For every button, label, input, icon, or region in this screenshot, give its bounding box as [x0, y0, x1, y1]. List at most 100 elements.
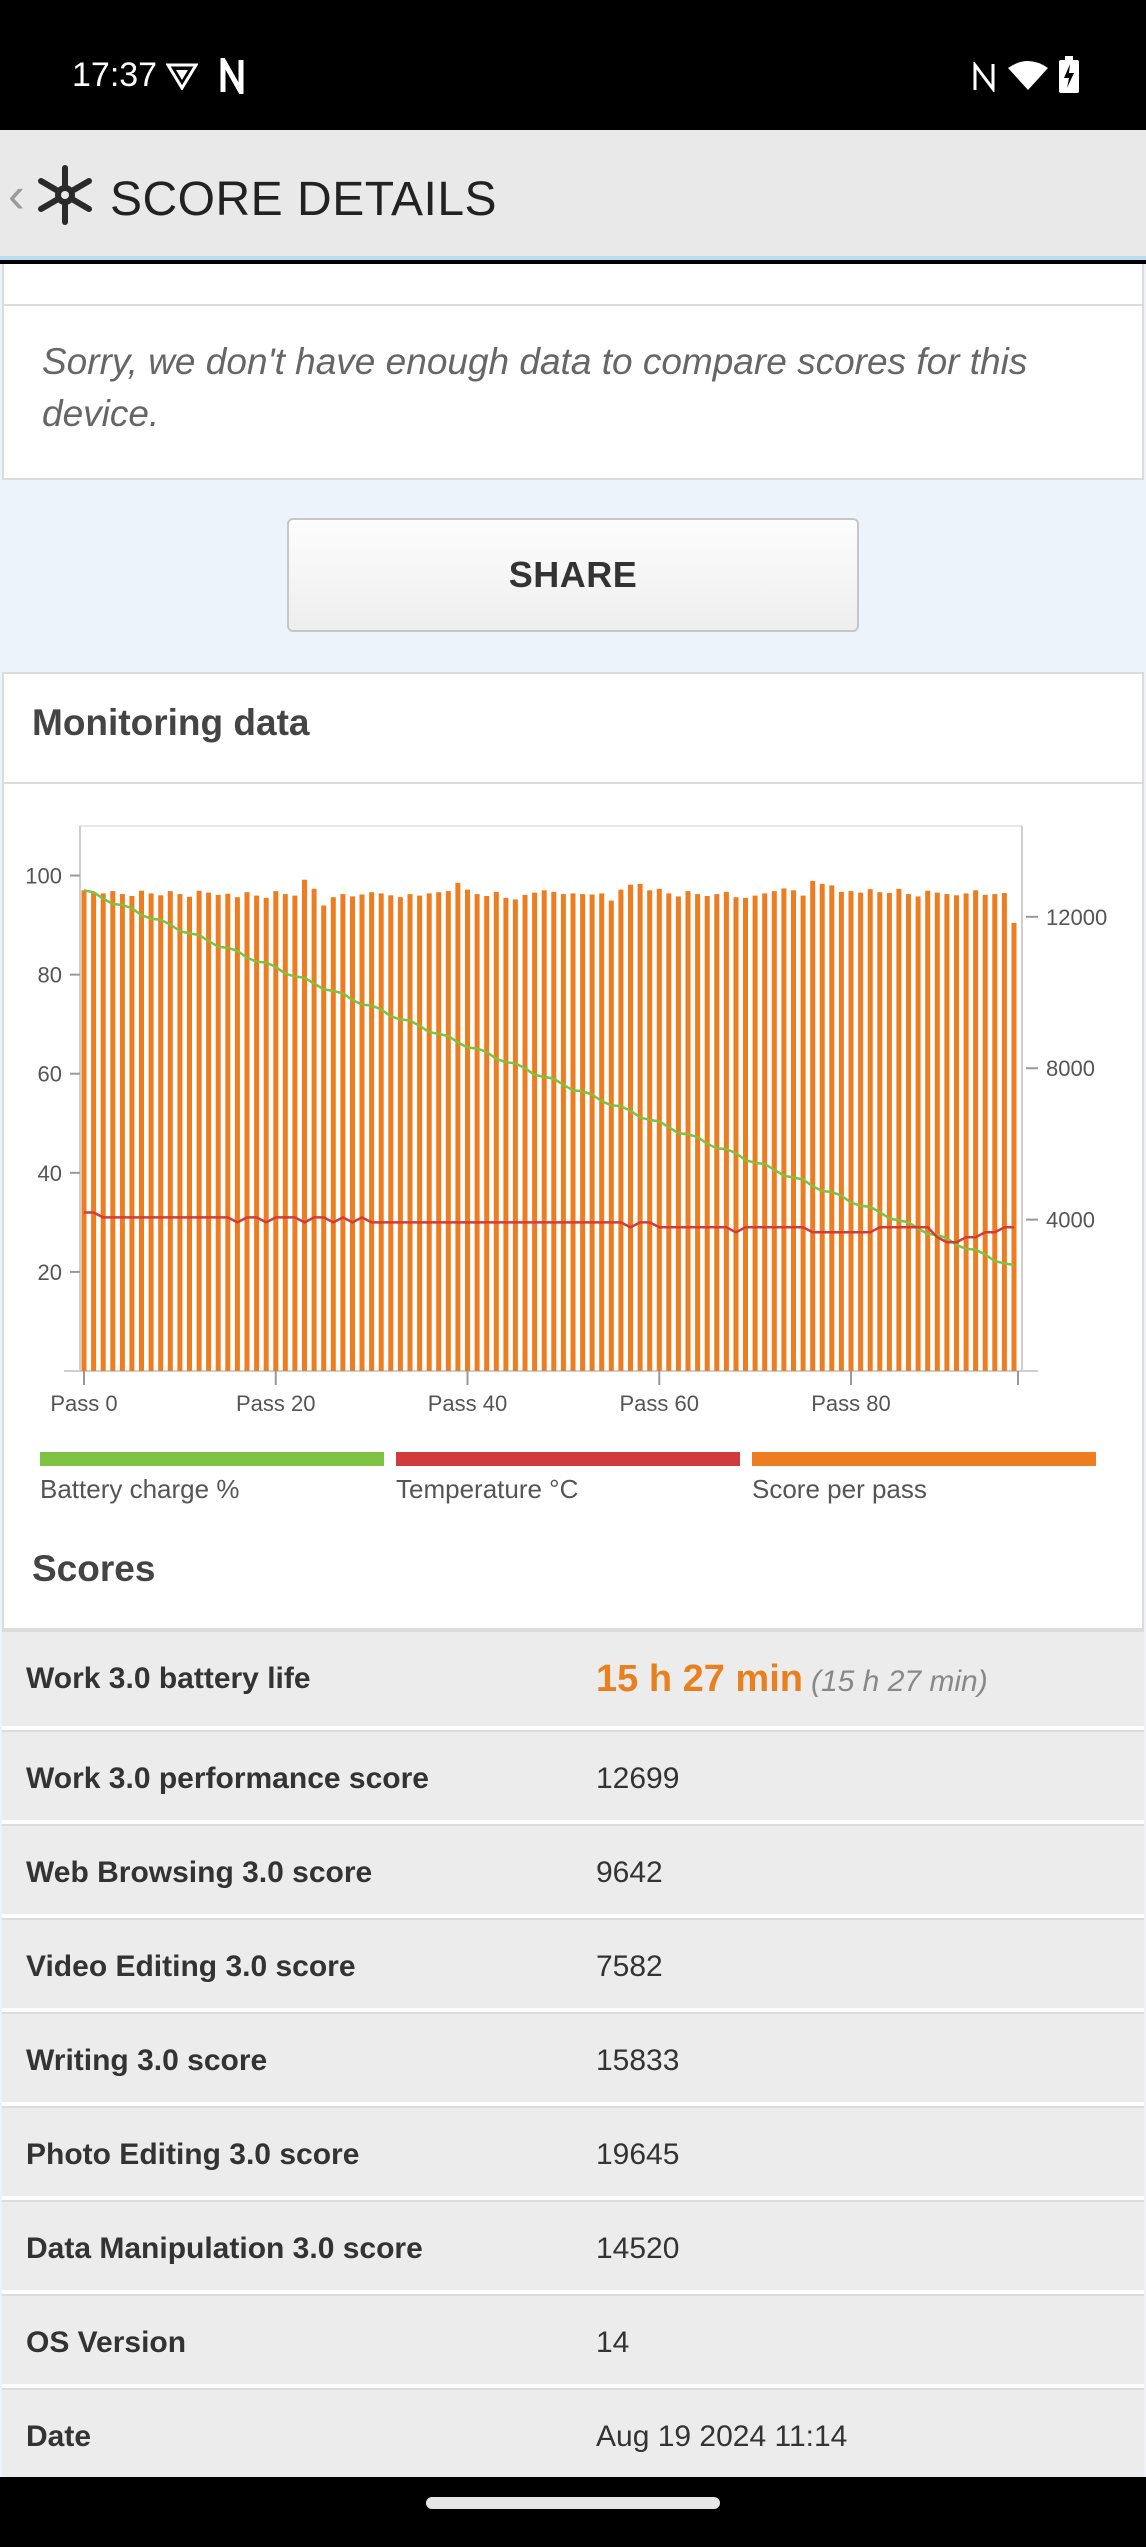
score-bar	[254, 895, 260, 1371]
back-chevron-icon[interactable]: ‹	[8, 167, 25, 223]
score-bar	[321, 905, 327, 1371]
score-bar	[484, 896, 490, 1371]
score-row: Date Aug 19 2024 11:14	[2, 2388, 1144, 2477]
status-time: 17:37	[72, 56, 158, 94]
score-bar	[973, 890, 979, 1371]
score-bar	[743, 897, 748, 1371]
score-bar	[445, 891, 451, 1371]
navigation-bar	[0, 2477, 1146, 2547]
monitoring-chart: 20 40 60 80 100 4000 8000 12000 Pass 0 Pass 20 P…	[25, 825, 1107, 1416]
score-bar	[771, 891, 777, 1371]
score-bar	[493, 891, 499, 1371]
score-bar	[417, 895, 423, 1371]
score-bar	[695, 894, 701, 1371]
score-bar	[781, 888, 787, 1371]
score-bar	[196, 890, 202, 1371]
score-bar	[350, 896, 355, 1371]
score-bar	[915, 896, 921, 1371]
score-bar	[234, 897, 240, 1371]
score-row: Web Browsing 3.0 score 9642	[2, 1824, 1144, 1918]
score-bar	[532, 892, 538, 1371]
right-tick-label: 4000	[1046, 1208, 1095, 1233]
monitoring-card: Monitoring data 20 40 60 80 100 4000 8000 1200…	[2, 672, 1144, 1912]
score-bar	[829, 885, 835, 1371]
home-gesture-handle[interactable]	[426, 2497, 720, 2509]
right-tick-label: 8000	[1046, 1056, 1095, 1081]
score-bar	[838, 891, 844, 1371]
right-tick-label: 12000	[1046, 905, 1107, 930]
score-bar	[388, 895, 394, 1371]
score-bar	[647, 890, 653, 1371]
battery-life-sub: (15 h 27 min)	[810, 1665, 988, 1698]
left-tick-label: 80	[38, 963, 62, 988]
score-bar	[982, 894, 988, 1371]
wifi-icon	[1008, 61, 1048, 90]
score-row: Work 3.0 performance score 12699	[2, 1730, 1144, 1824]
legend-battery-label: Battery charge %	[40, 1474, 240, 1504]
score-bar	[848, 891, 854, 1371]
x-tick-label: Pass 20	[236, 1391, 316, 1416]
score-value: Aug 19 2024 11:14	[596, 2420, 848, 2453]
score-bar	[733, 897, 739, 1371]
legend-temperature-label: Temperature °C	[396, 1474, 579, 1504]
legend-temperature-swatch	[396, 1452, 740, 1466]
score-bar	[906, 894, 911, 1371]
left-tick-label: 100	[25, 864, 62, 889]
status-bar: 17:37	[0, 0, 1146, 130]
battery-charge-line	[83, 889, 1015, 1267]
score-bar	[273, 891, 279, 1371]
notification-n-icon	[220, 58, 244, 94]
score-label: Video Editing 3.0 score	[26, 1950, 356, 1983]
score-bar	[225, 893, 231, 1371]
score-bar	[580, 894, 586, 1371]
score-bar	[465, 889, 470, 1371]
score-bar	[369, 892, 375, 1371]
score-bar	[244, 892, 250, 1371]
score-details-content[interactable]: Sorry, we don't have enough data to comp…	[0, 264, 1146, 2477]
score-bar	[206, 892, 212, 1371]
score-bar	[877, 892, 883, 1371]
score-row: Data Manipulation 3.0 score 14520	[2, 2200, 1144, 2294]
score-bar	[886, 893, 892, 1371]
x-tick-label: Pass 40	[428, 1391, 508, 1416]
score-label: Photo Editing 3.0 score	[26, 2138, 360, 2171]
score-label: Work 3.0 battery life	[26, 1662, 311, 1695]
score-value: 19645	[596, 2138, 680, 2171]
score-bar	[810, 880, 816, 1371]
score-bar	[522, 894, 528, 1371]
legend-score-label: Score per pass	[752, 1474, 927, 1504]
app-bar: ‹ SCORE DETAILS	[0, 130, 1146, 260]
score-bar	[608, 900, 614, 1371]
legend-battery-swatch	[40, 1452, 384, 1466]
score-bar	[819, 883, 825, 1371]
left-tick-label: 60	[38, 1062, 62, 1087]
score-bar	[934, 892, 940, 1371]
share-button[interactable]: SHARE	[287, 518, 859, 632]
score-row: Photo Editing 3.0 score 19645	[2, 2106, 1144, 2200]
score-value: 12699	[596, 1762, 680, 1795]
score-bar	[311, 888, 317, 1371]
score-bar	[436, 892, 442, 1371]
score-bar	[752, 895, 758, 1371]
score-bar	[512, 899, 518, 1371]
score-bar	[340, 894, 346, 1371]
score-bar	[426, 893, 432, 1371]
score-bar	[177, 894, 183, 1371]
score-bar	[167, 891, 173, 1371]
compare-message: Sorry, we don't have enough data to comp…	[2, 304, 1144, 480]
score-bar	[292, 895, 298, 1371]
score-bar	[704, 896, 710, 1371]
x-tick-label: Pass 0	[50, 1391, 117, 1416]
snowflake-logo-icon	[38, 165, 92, 225]
score-bar	[685, 891, 691, 1371]
left-tick-label: 40	[38, 1161, 62, 1186]
score-bar	[91, 892, 97, 1371]
score-bar	[129, 896, 135, 1371]
score-bar	[858, 892, 864, 1371]
score-bar	[800, 895, 806, 1371]
battery-life-main: 15 h 27 min	[596, 1658, 803, 1700]
score-bar	[637, 883, 643, 1371]
score-bar	[81, 890, 87, 1371]
score-bar	[867, 889, 873, 1371]
score-bar	[541, 890, 547, 1371]
